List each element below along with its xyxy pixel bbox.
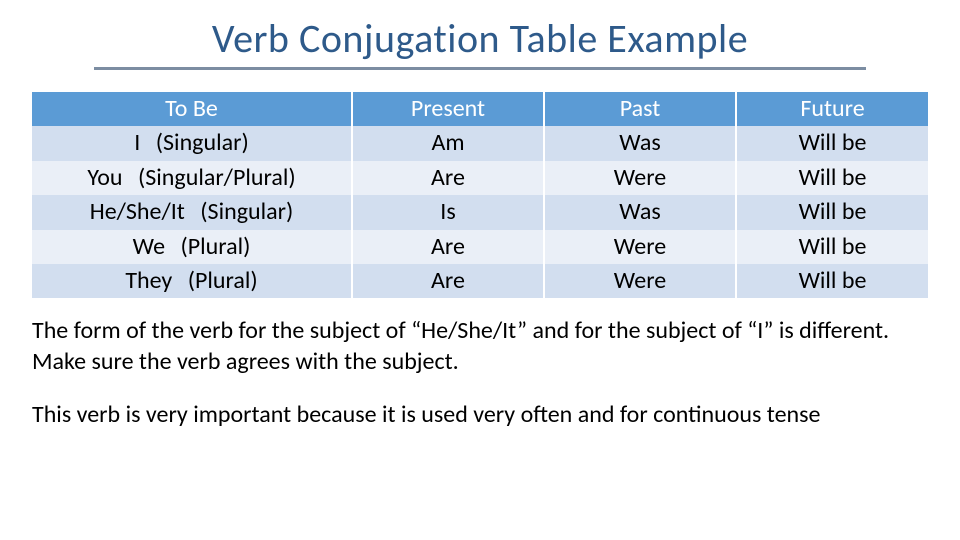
cell-future: Will be	[736, 264, 928, 298]
table-row: I (Singular) Am Was Will be	[32, 126, 928, 160]
cell-present: Am	[352, 126, 544, 160]
col-header-subject: To Be	[32, 92, 352, 126]
title-block: Verb Conjugation Table Example	[32, 14, 928, 70]
note-paragraph-1: The form of the verb for the subject of …	[32, 316, 928, 377]
table-row: We (Plural) Are Were Will be	[32, 230, 928, 264]
title-underline	[94, 67, 866, 70]
cell-future: Will be	[736, 161, 928, 195]
cell-future: Will be	[736, 195, 928, 229]
subject-qualifier: (Singular)	[200, 196, 293, 228]
subject-qualifier: (Plural)	[180, 231, 250, 263]
note-paragraph-2: This verb is very important because it i…	[32, 400, 928, 431]
subject-pronoun: They	[125, 265, 172, 297]
cell-past: Were	[544, 264, 736, 298]
table-row: You (Singular/Plural) Are Were Will be	[32, 161, 928, 195]
subject-qualifier: (Singular/Plural)	[138, 162, 296, 194]
cell-subject: They (Plural)	[32, 264, 352, 298]
subject-pronoun: He/She/It	[90, 196, 185, 228]
cell-past: Was	[544, 126, 736, 160]
cell-subject: You (Singular/Plural)	[32, 161, 352, 195]
subject-pronoun: I	[134, 127, 140, 159]
conjugation-table: To Be Present Past Future I (Singular) A…	[32, 92, 928, 298]
cell-future: Will be	[736, 230, 928, 264]
col-header-present: Present	[352, 92, 544, 126]
subject-qualifier: (Singular)	[156, 127, 249, 159]
subject-pronoun: We	[133, 231, 165, 263]
table-row: He/She/It (Singular) Is Was Will be	[32, 195, 928, 229]
cell-present: Are	[352, 161, 544, 195]
cell-subject: I (Singular)	[32, 126, 352, 160]
cell-future: Will be	[736, 126, 928, 160]
cell-subject: He/She/It (Singular)	[32, 195, 352, 229]
cell-past: Were	[544, 230, 736, 264]
notes-block: The form of the verb for the subject of …	[32, 316, 928, 430]
col-header-past: Past	[544, 92, 736, 126]
subject-qualifier: (Plural)	[188, 265, 258, 297]
table-row: They (Plural) Are Were Will be	[32, 264, 928, 298]
cell-subject: We (Plural)	[32, 230, 352, 264]
cell-present: Is	[352, 195, 544, 229]
subject-pronoun: You	[87, 162, 122, 194]
page-title: Verb Conjugation Table Example	[212, 14, 748, 67]
col-header-future: Future	[736, 92, 928, 126]
cell-past: Were	[544, 161, 736, 195]
table-header-row: To Be Present Past Future	[32, 92, 928, 126]
cell-present: Are	[352, 230, 544, 264]
cell-past: Was	[544, 195, 736, 229]
cell-present: Are	[352, 264, 544, 298]
